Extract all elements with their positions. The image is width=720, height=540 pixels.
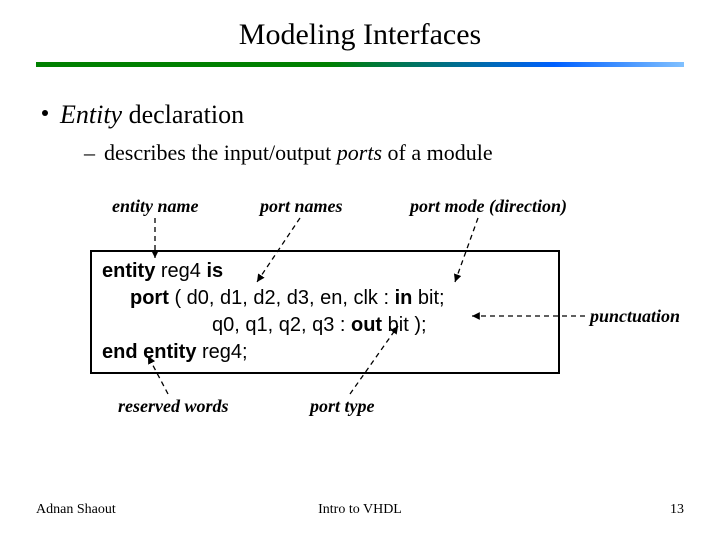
code-box: entity reg4 is port ( d0, d1, d2, d3, en… — [90, 250, 560, 374]
slide: Modeling Interfaces Entity declaration –… — [0, 0, 720, 540]
bullet2-lead: describes the input/output — [104, 140, 337, 165]
bullet-level-2: – describes the input/output ports of a … — [104, 140, 493, 166]
code-l4-tail: reg4; — [196, 341, 247, 363]
slide-title: Modeling Interfaces — [0, 0, 720, 56]
title-underline — [36, 62, 684, 67]
kw-is: is — [207, 260, 224, 282]
bullet2-italic: ports — [337, 140, 382, 165]
code-line-1: entity reg4 is — [102, 258, 548, 285]
label-entity-name: entity name — [112, 196, 199, 217]
label-port-names: port names — [260, 196, 343, 217]
code-line-4: end entity reg4; — [102, 339, 548, 366]
kw-end-entity: end entity — [102, 341, 196, 363]
footer-page-number: 13 — [670, 502, 684, 518]
bullet-dash-icon: – — [84, 140, 95, 166]
kw-in: in — [395, 287, 413, 309]
bullet-level-1: Entity declaration — [60, 100, 244, 130]
bullet2-tail: of a module — [382, 140, 493, 165]
kw-out: out — [351, 314, 382, 336]
code-l2-tail: ( d0, d1, d2, d3, en, clk : — [169, 287, 395, 309]
label-port-type: port type — [310, 396, 375, 417]
label-punctuation: punctuation — [590, 306, 680, 327]
bullet1-tail: declaration — [122, 100, 244, 129]
bullet1-italic: Entity — [60, 100, 122, 129]
code-l3-tail: ); — [409, 314, 427, 336]
kw-port: port — [130, 287, 169, 309]
code-l3-head: q0, q1, q2, q3 : — [212, 314, 351, 336]
code-l2-type: bit; — [412, 287, 444, 309]
label-reserved-words: reserved words — [118, 396, 229, 417]
code-line-2: port ( d0, d1, d2, d3, en, clk : in bit; — [102, 285, 548, 312]
footer-title: Intro to VHDL — [0, 502, 720, 518]
code-l1-mid: reg4 — [155, 260, 206, 282]
label-port-mode: port mode (direction) — [410, 196, 567, 217]
bullet-dot-icon — [42, 110, 48, 116]
code-line-3: q0, q1, q2, q3 : out bit ); — [102, 312, 548, 339]
code-l3-type: bit — [382, 314, 409, 336]
kw-entity: entity — [102, 260, 155, 282]
